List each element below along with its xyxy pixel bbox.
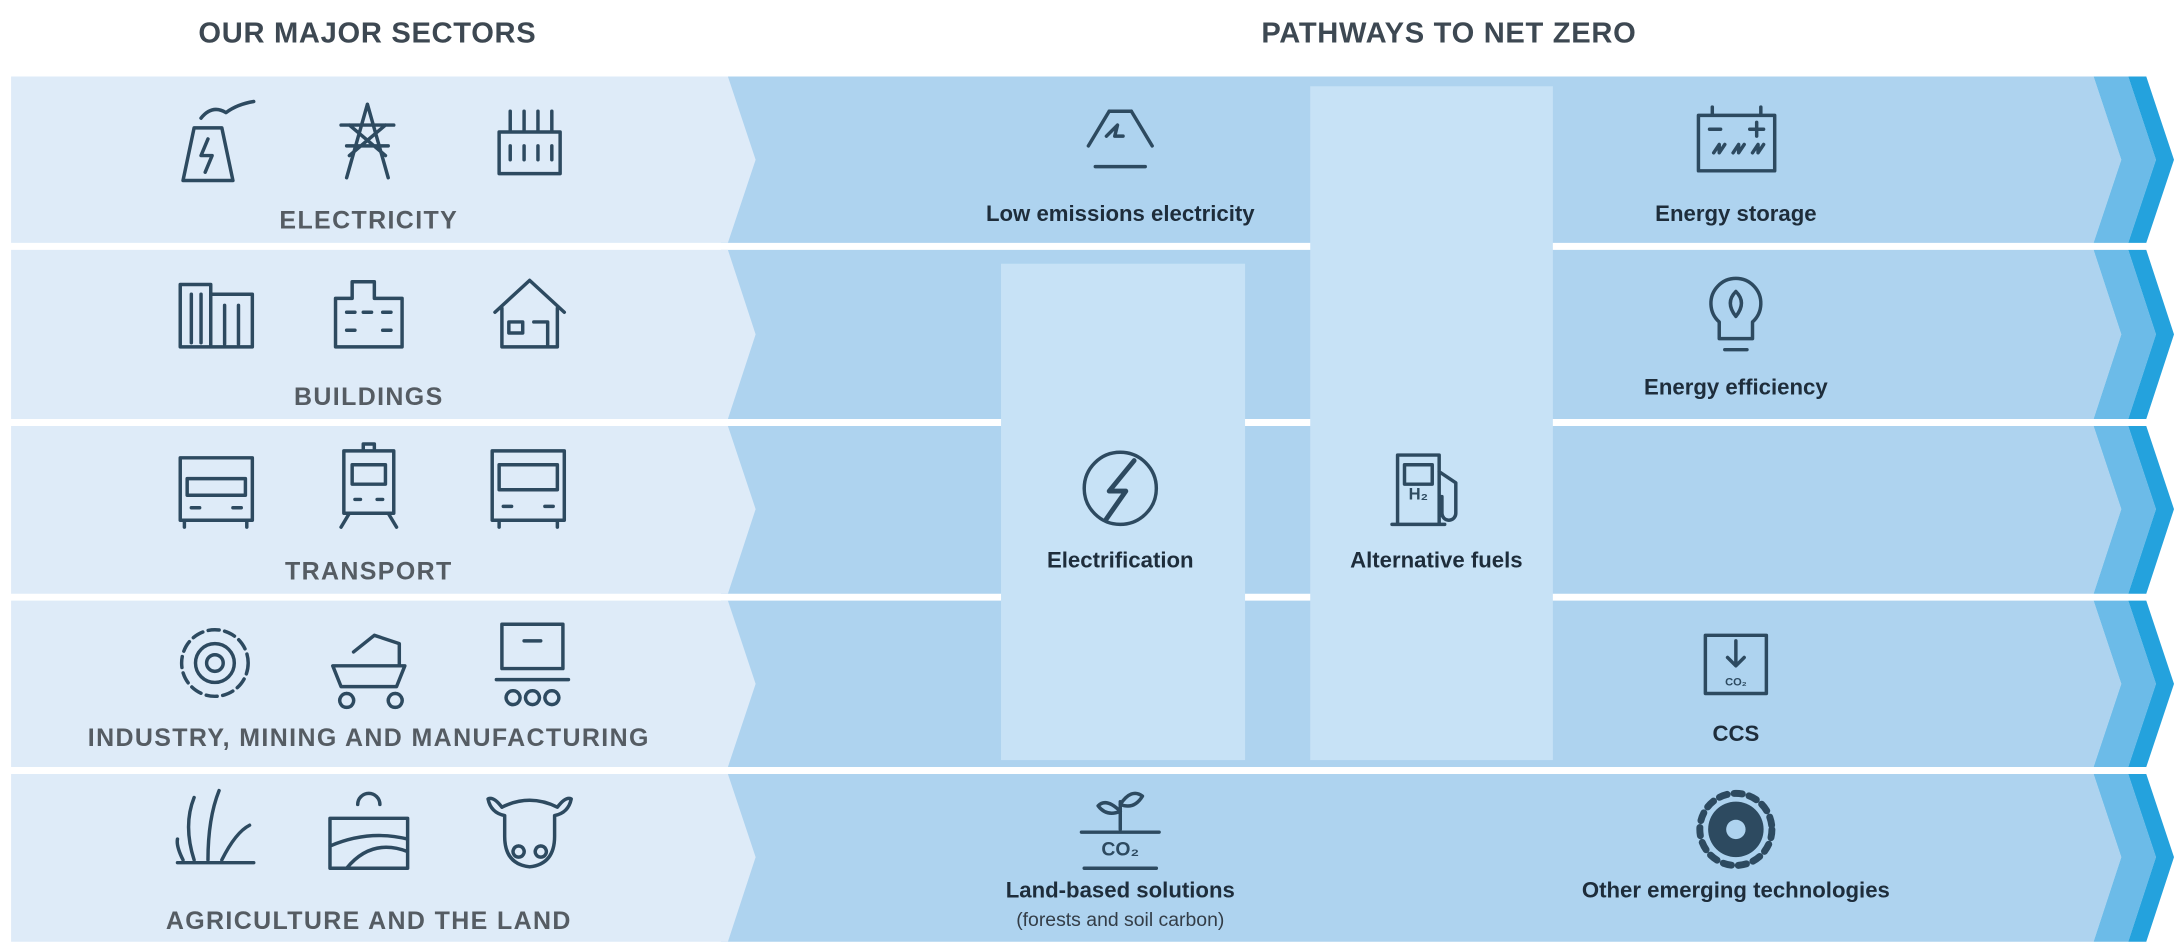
left-title: OUR MAJOR SECTORS	[198, 18, 536, 50]
pathway-sublabel: (forests and soil carbon)	[1016, 909, 1224, 931]
sector-label: BUILDINGS	[294, 383, 444, 411]
pathway-label: Low emissions electricity	[986, 201, 1255, 226]
sector-label: TRANSPORT	[285, 558, 453, 586]
pathway-label: Electrification	[1047, 548, 1194, 573]
co2-text: CO₂	[1101, 838, 1139, 860]
sector-label: AGRICULTURE AND THE LAND	[166, 907, 572, 935]
pathway-label: CCS	[1712, 721, 1759, 746]
pathway-bands	[720, 76, 2122, 942]
sector-label: INDUSTRY, MINING AND MANUFACTURING	[88, 724, 650, 752]
sector-labels: ELECTRICITY BUILDINGS TRANSPORT INDUSTRY…	[88, 207, 650, 935]
sector-icons	[175, 99, 573, 870]
tech-core	[1726, 819, 1746, 840]
co2-symbol: CO₂	[1725, 676, 1747, 688]
pathway-label: Other emerging technologies	[1582, 878, 1890, 903]
pathway-label: Land-based solutions	[1006, 878, 1235, 903]
pathway-icons: H₂ CO₂ CO₂	[1079, 105, 1777, 870]
right-title: PATHWAYS TO NET ZERO	[1261, 18, 1636, 50]
pathway-labels: Low emissions electricity Energy storage…	[986, 201, 1890, 931]
pathway-label: Alternative fuels	[1350, 548, 1523, 573]
h2-symbol: H₂	[1409, 485, 1428, 504]
arrow-tips	[2093, 76, 2174, 942]
pathway-label: Energy efficiency	[1644, 374, 1828, 399]
sector-label: ELECTRICITY	[279, 207, 458, 235]
pathway-label: Energy storage	[1655, 201, 1816, 226]
